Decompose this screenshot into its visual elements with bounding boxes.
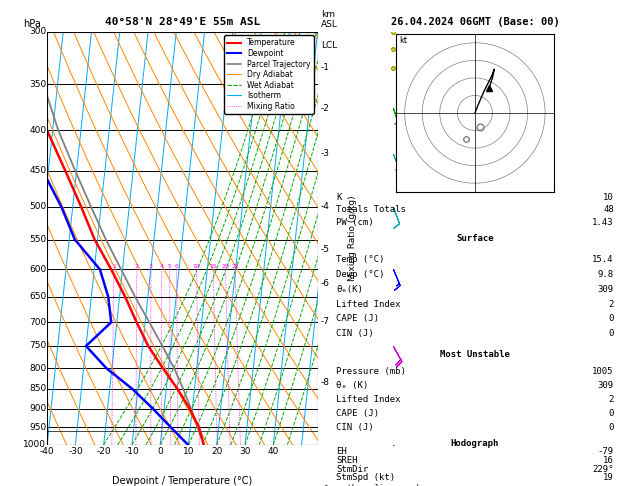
Text: 1.43: 1.43 — [593, 218, 614, 226]
Text: 450: 450 — [29, 166, 47, 175]
Text: PW (cm): PW (cm) — [336, 218, 374, 226]
Text: Lifted Index: Lifted Index — [336, 300, 401, 309]
Text: -1: -1 — [321, 63, 330, 72]
Text: Dewp (°C): Dewp (°C) — [336, 270, 384, 279]
Text: 26.04.2024 06GMT (Base: 00): 26.04.2024 06GMT (Base: 00) — [391, 17, 559, 27]
Text: 0: 0 — [608, 314, 614, 324]
Text: 4: 4 — [159, 264, 164, 269]
Text: StmDir: StmDir — [336, 465, 368, 474]
Text: 0: 0 — [157, 447, 163, 456]
Text: 950: 950 — [29, 423, 47, 432]
Text: Lifted Index: Lifted Index — [336, 395, 401, 404]
Text: 10: 10 — [603, 193, 614, 202]
Text: 0: 0 — [608, 423, 614, 432]
Text: -10: -10 — [125, 447, 140, 456]
Text: Totals Totals: Totals Totals — [336, 205, 406, 214]
Legend: Temperature, Dewpoint, Parcel Trajectory, Dry Adiabat, Wet Adiabat, Isotherm, Mi: Temperature, Dewpoint, Parcel Trajectory… — [225, 35, 314, 114]
Text: Pressure (mb): Pressure (mb) — [336, 367, 406, 376]
Text: 500: 500 — [29, 202, 47, 211]
Text: 15: 15 — [209, 264, 217, 269]
Text: -5: -5 — [321, 245, 330, 254]
Text: 1000: 1000 — [23, 440, 47, 449]
Text: km
ASL: km ASL — [321, 10, 338, 29]
Text: 2: 2 — [608, 300, 614, 309]
Text: CIN (J): CIN (J) — [336, 329, 374, 338]
Text: 10: 10 — [192, 264, 201, 269]
Text: 25: 25 — [231, 264, 239, 269]
Text: CAPE (J): CAPE (J) — [336, 314, 379, 324]
Text: Most Unstable: Most Unstable — [440, 350, 510, 359]
Text: 700: 700 — [29, 318, 47, 327]
Text: 1: 1 — [112, 264, 116, 269]
Text: 2: 2 — [135, 264, 139, 269]
Text: 20: 20 — [221, 264, 230, 269]
Text: -8: -8 — [321, 378, 330, 387]
Text: 5: 5 — [168, 264, 172, 269]
Text: 40°58'N 28°49'E 55m ASL: 40°58'N 28°49'E 55m ASL — [105, 17, 260, 27]
Text: kt: kt — [399, 36, 408, 45]
Text: -2: -2 — [321, 104, 330, 113]
Text: K: K — [336, 193, 342, 202]
Text: -6: -6 — [321, 279, 330, 288]
Text: θₑ (K): θₑ (K) — [336, 381, 368, 390]
Text: 1005: 1005 — [593, 367, 614, 376]
Text: -4: -4 — [321, 202, 330, 211]
Text: © weatheronline.co.uk: © weatheronline.co.uk — [324, 484, 421, 486]
Text: 30: 30 — [239, 447, 251, 456]
Text: -79: -79 — [598, 447, 614, 456]
Text: Mixing Ratio (g/kg): Mixing Ratio (g/kg) — [348, 195, 357, 281]
Text: -7: -7 — [321, 317, 330, 326]
Text: 3: 3 — [149, 264, 153, 269]
Text: 650: 650 — [29, 293, 47, 301]
Text: StmSpd (kt): StmSpd (kt) — [336, 473, 395, 483]
Text: Temp (°C): Temp (°C) — [336, 255, 384, 264]
Text: 850: 850 — [29, 384, 47, 394]
Text: 309: 309 — [598, 381, 614, 390]
Text: 229°: 229° — [593, 465, 614, 474]
Text: -30: -30 — [68, 447, 83, 456]
Text: 15.4: 15.4 — [593, 255, 614, 264]
Text: 0: 0 — [608, 329, 614, 338]
Text: Surface: Surface — [456, 234, 494, 243]
Text: 750: 750 — [29, 342, 47, 350]
Text: 19: 19 — [603, 473, 614, 483]
Text: 16: 16 — [603, 456, 614, 465]
Text: 550: 550 — [29, 235, 47, 244]
Text: 6: 6 — [175, 264, 179, 269]
Text: 40: 40 — [267, 447, 279, 456]
Text: EH: EH — [336, 447, 347, 456]
Text: 400: 400 — [29, 126, 47, 135]
Text: 300: 300 — [29, 27, 47, 36]
Text: hPa: hPa — [23, 19, 41, 29]
Text: -20: -20 — [96, 447, 111, 456]
Text: 0: 0 — [608, 409, 614, 418]
Text: CIN (J): CIN (J) — [336, 423, 374, 432]
Text: 309: 309 — [598, 285, 614, 294]
Text: θₑ(K): θₑ(K) — [336, 285, 363, 294]
Text: Hodograph: Hodograph — [451, 439, 499, 448]
Text: Dewpoint / Temperature (°C): Dewpoint / Temperature (°C) — [113, 476, 252, 486]
Text: 20: 20 — [211, 447, 223, 456]
Text: 600: 600 — [29, 265, 47, 274]
Text: 10: 10 — [183, 447, 194, 456]
Text: 900: 900 — [29, 404, 47, 413]
Text: 48: 48 — [603, 205, 614, 214]
Text: -40: -40 — [40, 447, 55, 456]
Text: LCL: LCL — [321, 41, 337, 50]
Text: CAPE (J): CAPE (J) — [336, 409, 379, 418]
Text: 350: 350 — [29, 80, 47, 89]
Text: 2: 2 — [608, 395, 614, 404]
Text: 800: 800 — [29, 364, 47, 373]
Text: 9.8: 9.8 — [598, 270, 614, 279]
Text: SREH: SREH — [336, 456, 357, 465]
Text: -3: -3 — [321, 150, 330, 158]
